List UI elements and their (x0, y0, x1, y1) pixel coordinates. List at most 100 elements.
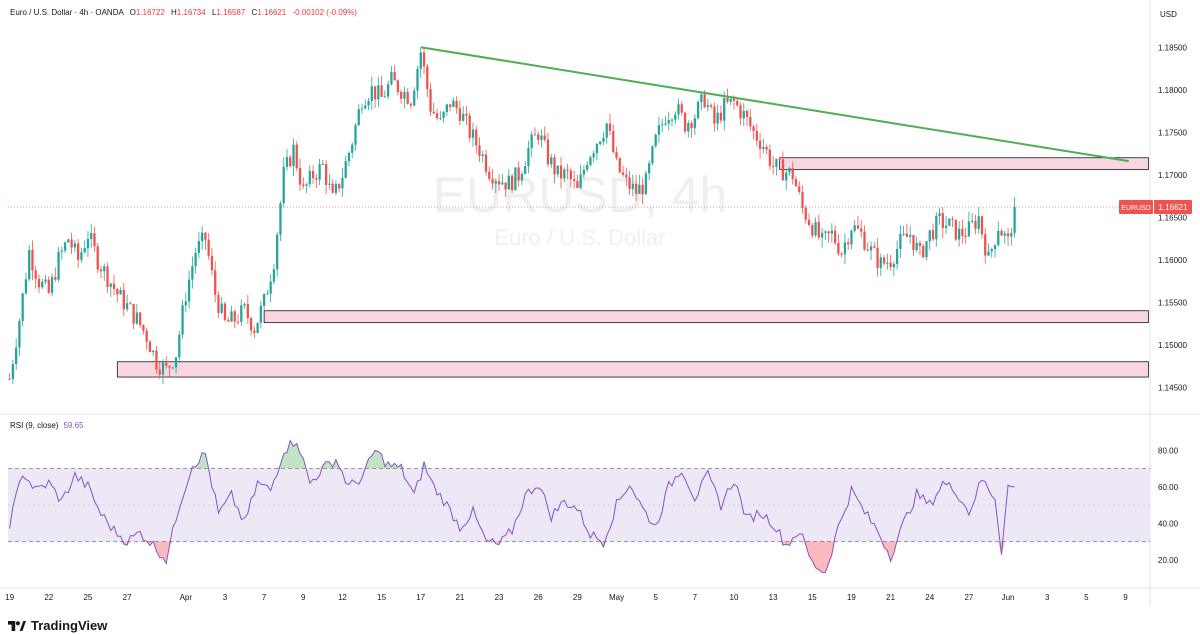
candle-body (354, 125, 356, 144)
candle-body (651, 146, 653, 163)
candle-body (253, 331, 255, 333)
candle-body (762, 147, 764, 149)
candle-body (514, 167, 516, 190)
candle-body (286, 157, 288, 167)
rsi-oversold-fill (160, 542, 163, 558)
candle-body (596, 144, 598, 153)
candle-body (925, 241, 927, 257)
candle-body (752, 126, 754, 130)
candle-body (247, 304, 249, 318)
candle-body (896, 249, 898, 264)
candle-body (400, 92, 402, 99)
candle-body (377, 85, 379, 99)
candle-body (436, 113, 438, 118)
time-tick-label: 23 (495, 593, 504, 602)
candle-body (335, 184, 337, 193)
candle-body (893, 264, 895, 267)
candle-body (469, 116, 471, 138)
candle-body (97, 246, 99, 269)
time-tick-label: 5 (653, 593, 658, 602)
candle-body (573, 179, 575, 181)
candle-body (462, 114, 464, 121)
candle-body (175, 357, 177, 367)
time-tick-label: 7 (693, 593, 698, 602)
candle-body (635, 184, 637, 194)
candle-body (948, 219, 950, 226)
candle-body (142, 325, 144, 331)
candle-body (889, 263, 891, 267)
candle-body (260, 306, 262, 323)
candle-body (700, 94, 702, 102)
candle-body (374, 86, 376, 99)
candle-body (70, 240, 72, 248)
candle-body (191, 266, 193, 279)
candle-body (919, 243, 921, 246)
candle-body (837, 243, 839, 254)
time-tick-label: 19 (847, 593, 856, 602)
candle-body (296, 145, 298, 168)
candle-body (283, 167, 285, 203)
supply-demand-zone (780, 158, 1149, 170)
candle-body (612, 131, 614, 152)
candle-body (785, 173, 787, 181)
candle-body (615, 152, 617, 158)
candle-body (338, 184, 340, 189)
candle-body (221, 304, 223, 313)
candle-body (93, 233, 95, 246)
high-value: 1.16734 (177, 8, 206, 17)
candle-body (655, 135, 657, 147)
time-tick-label: 27 (964, 593, 973, 602)
candle-body (482, 154, 484, 155)
price-tick-label: 1.14500 (1158, 383, 1187, 392)
tradingview-logo[interactable]: TradingView (8, 618, 107, 633)
time-tick-label: 7 (262, 593, 267, 602)
candle-body (341, 178, 343, 189)
candle-body (224, 304, 226, 320)
candle-body (380, 85, 382, 96)
candle-body (841, 254, 843, 255)
candle-body (834, 231, 836, 243)
candle-body (710, 105, 712, 107)
candle-body (886, 263, 888, 264)
time-tick-label: 21 (886, 593, 895, 602)
candle-body (599, 142, 601, 144)
candle-body (159, 370, 161, 375)
candle-body (426, 66, 428, 89)
price-tick-label: 1.17000 (1158, 171, 1187, 180)
candle-body (873, 246, 875, 247)
candle-body (632, 184, 634, 189)
candle-body (390, 72, 392, 84)
candle-body (67, 240, 69, 243)
candle-body (332, 184, 334, 193)
candle-body (315, 178, 317, 179)
candle-body (602, 138, 604, 142)
candle-body (185, 301, 187, 305)
candle-body (279, 203, 281, 234)
price-tick-label: 1.16000 (1158, 256, 1187, 265)
candle-body (671, 120, 673, 121)
candle-body (208, 240, 210, 256)
candle-body (110, 284, 112, 287)
candle-body (387, 84, 389, 96)
time-tick-label: May (609, 593, 624, 602)
candle-body (984, 234, 986, 255)
candle-body (211, 256, 213, 270)
candle-body (788, 168, 790, 172)
price-tick-label: 1.15500 (1158, 298, 1187, 307)
candle-body (586, 165, 588, 170)
candle-body (407, 92, 409, 104)
candle-body (18, 321, 20, 348)
time-tick-label: 5 (1084, 593, 1089, 602)
currency-label[interactable]: USD (1160, 10, 1177, 19)
candle-body (446, 104, 448, 112)
candle-body (358, 109, 360, 125)
candle-body (909, 235, 911, 237)
time-tick-label: 13 (769, 593, 778, 602)
candle-body (214, 270, 216, 295)
low-value: 1.16587 (216, 8, 245, 17)
candle-body (922, 246, 924, 257)
candle-body (550, 157, 552, 164)
candle-body (703, 94, 705, 107)
